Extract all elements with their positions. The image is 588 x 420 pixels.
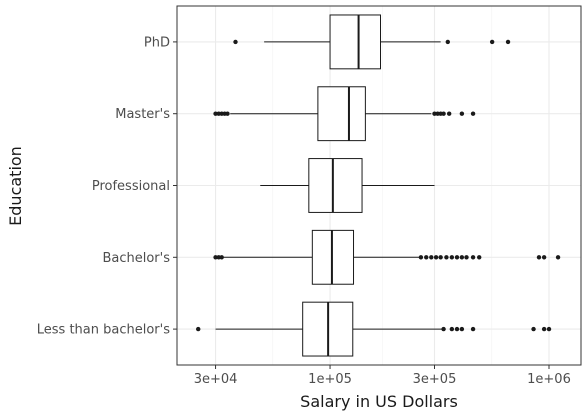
outlier-point: [444, 255, 449, 260]
outlier-point: [424, 255, 429, 260]
outlier-point: [225, 111, 230, 116]
outlier-point: [555, 255, 561, 260]
box-iqr: [308, 158, 363, 213]
outlier-point: [477, 255, 482, 260]
outlier-point: [441, 326, 446, 332]
outlier-point: [470, 255, 476, 260]
outlier-point: [445, 39, 451, 45]
outlier-point: [216, 111, 221, 116]
outlier-point: [429, 255, 434, 260]
outlier-point: [536, 255, 542, 260]
outlier-point: [546, 326, 552, 332]
outlier-point: [459, 326, 465, 332]
outlier-point: [505, 39, 511, 45]
outlier-point: [418, 255, 424, 260]
outlier-point: [470, 111, 476, 116]
outlier-point: [541, 326, 547, 332]
x-tick-label: 1e+05: [308, 372, 352, 387]
x-axis: 3e+04 1e+05 3e+05 1e+06: [194, 365, 571, 387]
outlier-point: [459, 255, 465, 260]
box-iqr: [329, 14, 382, 70]
outlier-point: [213, 111, 218, 116]
outlier-point: [433, 255, 439, 260]
outlier-point: [435, 111, 440, 116]
y-axis: PhD Master's Professional Bachelor's Less th…: [37, 35, 177, 338]
outlier-point: [216, 255, 221, 260]
box-group: [213, 86, 476, 142]
outlier-point: [219, 255, 224, 260]
outlier-point: [531, 326, 536, 332]
outlier-point: [489, 39, 495, 45]
x-axis-title: Salary in US Dollars: [300, 392, 458, 411]
outlier-point: [432, 111, 437, 116]
outlier-point: [438, 255, 443, 260]
outlier-point: [454, 255, 460, 260]
box-group: [233, 14, 511, 70]
x-tick-label: 3e+04: [194, 372, 238, 387]
outlier-point: [196, 326, 201, 332]
y-tick-label: Master's: [115, 107, 170, 122]
box-group: [213, 229, 561, 285]
outlier-point: [441, 111, 446, 116]
box-group: [260, 158, 435, 213]
box-iqr: [317, 86, 366, 142]
x-tick-label: 1e+06: [527, 372, 571, 387]
outlier-point: [233, 39, 238, 45]
outlier-point: [459, 111, 465, 116]
y-tick-label: Professional: [92, 179, 170, 194]
y-tick-label: Less than bachelor's: [37, 323, 170, 338]
outlier-point: [446, 111, 452, 116]
y-axis-title: Education: [6, 146, 25, 226]
outlier-point: [213, 255, 218, 260]
outlier-point: [541, 255, 547, 260]
outlier-point: [449, 326, 455, 332]
x-tick-label: 3e+05: [413, 372, 457, 387]
outlier-point: [464, 255, 469, 260]
y-tick-label: Bachelor's: [102, 251, 170, 266]
y-tick-label: PhD: [144, 35, 170, 50]
outlier-point: [470, 326, 476, 332]
outlier-point: [454, 326, 460, 332]
outlier-point: [449, 255, 455, 260]
box-series: [196, 14, 561, 357]
box-group: [196, 301, 552, 357]
